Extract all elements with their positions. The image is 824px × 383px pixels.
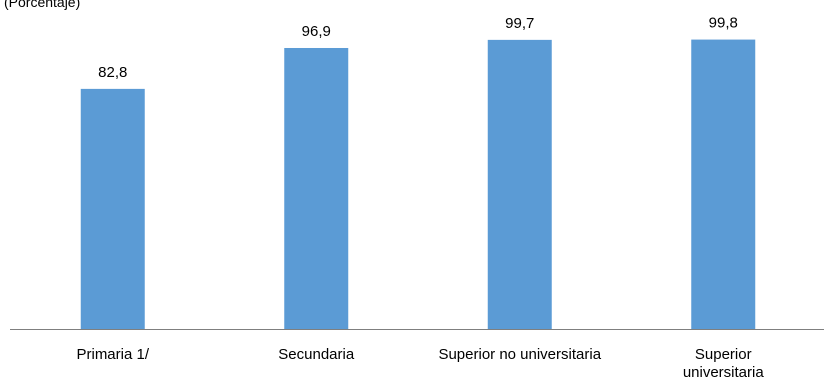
category-label-1: Primaria 1/: [76, 346, 149, 363]
category-label-line: Superior no universitaria: [438, 346, 601, 363]
category-label-line: Secundaria: [278, 346, 355, 363]
category-label-line: Primaria 1/: [76, 346, 149, 363]
category-label-3: Superior no universitaria: [438, 346, 601, 363]
data-label-4: 99,8: [709, 15, 738, 32]
bar-2: [284, 47, 349, 330]
category-label-line: Superior: [695, 346, 752, 363]
chart-subtitle: (Porcentaje): [4, 0, 81, 10]
bar-1: [80, 88, 145, 329]
category-label-line: universitaria: [683, 364, 765, 381]
category-label-4: Superior universitaria: [683, 346, 765, 381]
category-label-2: Secundaria: [278, 346, 355, 363]
bar-3: [487, 39, 552, 330]
data-label-1: 82,8: [98, 64, 127, 81]
bar-4: [691, 39, 756, 329]
data-label-3: 99,7: [505, 15, 534, 32]
data-label-2: 96,9: [302, 23, 331, 40]
